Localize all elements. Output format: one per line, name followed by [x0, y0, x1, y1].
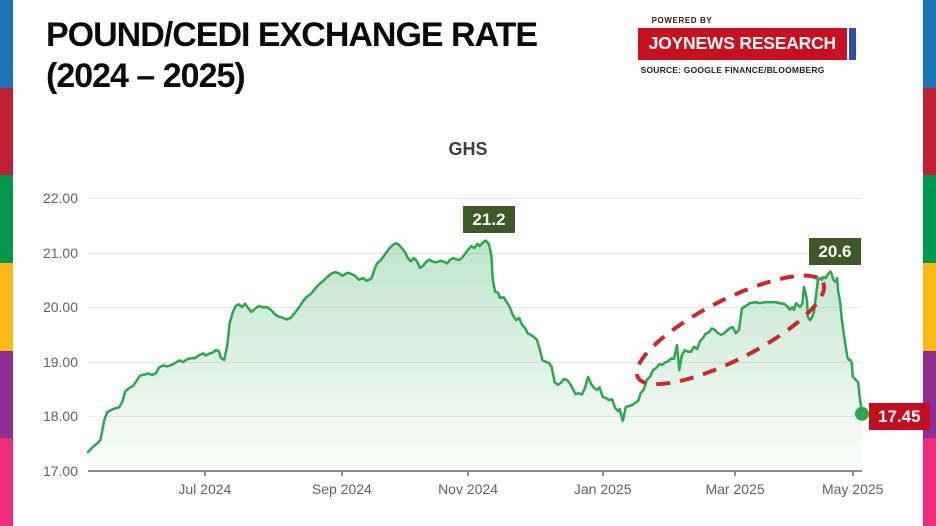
x-axis-tick: [734, 471, 737, 476]
chart-title: GHS: [448, 139, 488, 159]
price-line: [86, 239, 864, 454]
color-strip-segment-3: [923, 263, 936, 351]
color-strip-segment-5: [0, 438, 13, 526]
x-axis-tick: [340, 471, 343, 476]
page-title-line2: (2024 – 2025): [46, 57, 246, 95]
value-badge-apr-2025-peak: 20.6: [809, 237, 861, 265]
y-axis-label: 17.00: [42, 462, 78, 479]
left-color-strip: [0, 0, 13, 526]
joynews-research-logo: JOYNEWS RESEARCH: [637, 28, 847, 60]
y-axis-label: 21.00: [42, 244, 78, 261]
color-strip-segment-0: [923, 0, 936, 88]
color-strip-segment-2: [0, 175, 13, 264]
brand-block: POWERED BY JOYNEWS RESEARCH SOURCE: GOOG…: [637, 16, 856, 75]
color-strip-segment-5: [923, 438, 936, 526]
x-axis-tick: [601, 471, 604, 476]
x-axis-label: Jan 2025: [573, 480, 632, 497]
value-badge-latest-value: 17.45: [869, 403, 930, 431]
x-axis-label: Sep 2024: [311, 480, 372, 497]
x-axis-label: Jul 2024: [178, 480, 232, 497]
color-strip-segment-1: [0, 87, 13, 176]
color-strip-segment-0: [0, 0, 13, 88]
x-axis-label: Mar 2025: [705, 480, 765, 497]
x-axis-tick: [467, 471, 470, 476]
y-axis-label: 20.00: [42, 299, 78, 315]
y-axis-label: 18.00: [42, 408, 78, 424]
page-title: POUND/CEDI EXCHANGE RATE (2024 – 2025): [46, 15, 538, 97]
y-axis-label: 22.00: [42, 190, 78, 206]
latest-point-marker: [855, 406, 869, 421]
gridline-22.00: [88, 198, 862, 199]
right-color-strip: [923, 0, 936, 526]
powered-by-label: POWERED BY: [651, 16, 713, 25]
x-axis-label: May 2025: [821, 480, 884, 497]
color-strip-segment-3: [0, 263, 13, 351]
x-axis-label: Nov 2024: [438, 480, 498, 497]
y-axis-label: 19.00: [42, 353, 78, 370]
source-attribution: SOURCE: GOOGLE FINANCE/BLOOMBERG: [640, 65, 825, 75]
price-area-fill: [88, 240, 862, 471]
x-axis-tick: [203, 471, 206, 476]
brand-accent-bar: [849, 28, 856, 60]
color-strip-segment-2: [923, 175, 936, 264]
page-title-line1: POUND/CEDI EXCHANGE RATE: [46, 16, 538, 54]
x-axis-tick: [851, 471, 854, 476]
color-strip-segment-1: [923, 87, 936, 176]
color-strip-segment-4: [0, 350, 13, 439]
value-badge-nov-2024-peak: 21.2: [463, 205, 515, 233]
